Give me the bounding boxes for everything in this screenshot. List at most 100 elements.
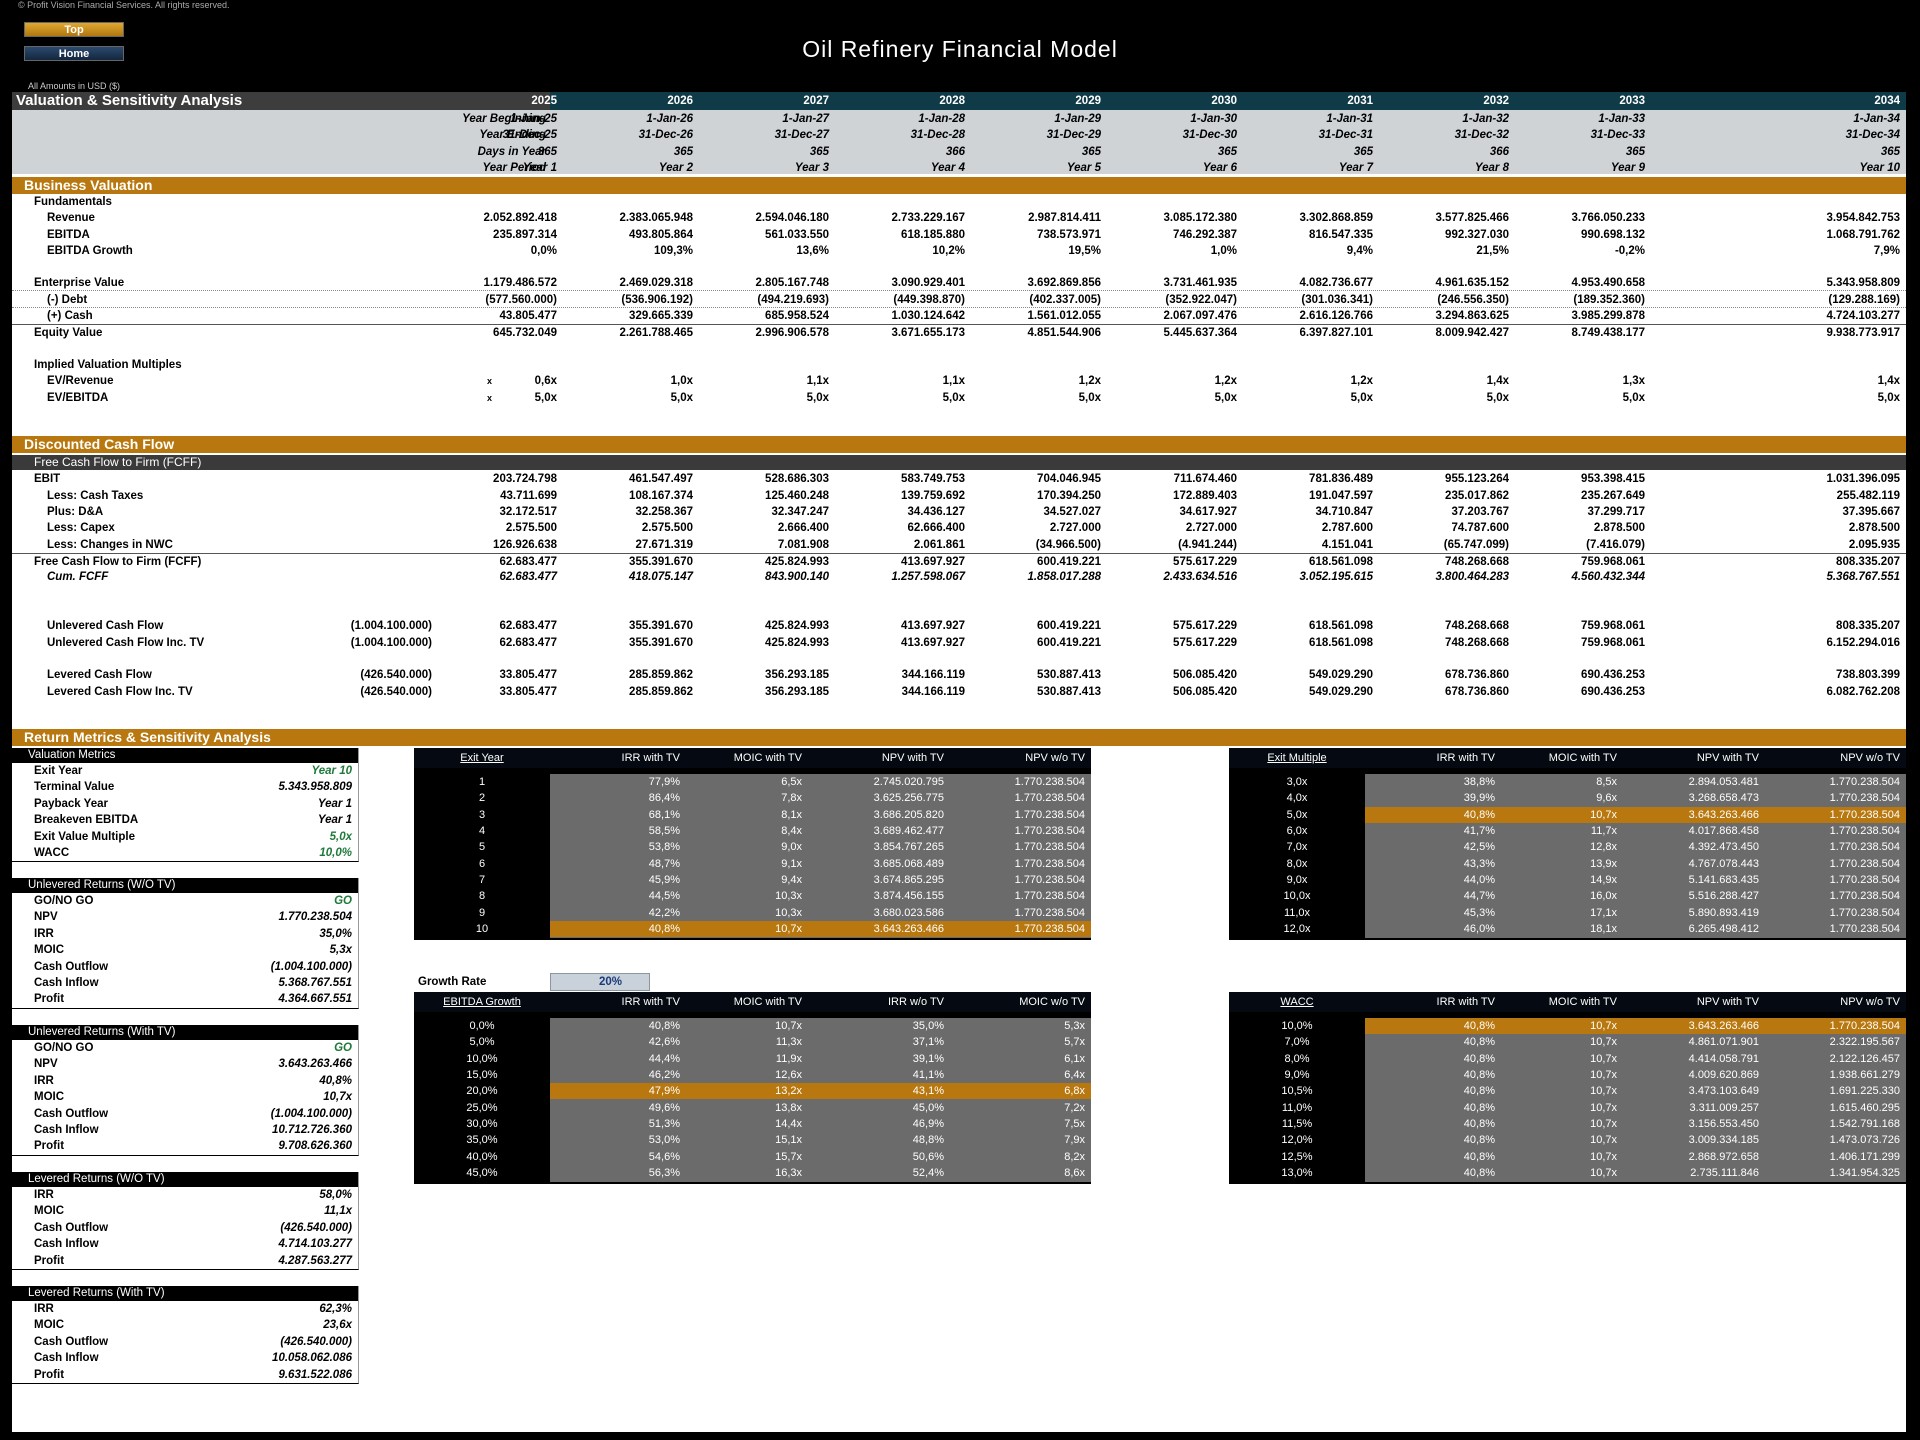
header-cell: 31-Dec-27 — [774, 129, 829, 142]
sensitivity-cell: 1.770.238.504 — [1014, 857, 1085, 870]
metrics-box: Levered Returns (With TV) IRR 62,3% MOIC 23,… — [12, 1286, 359, 1384]
value-cell: 575.617.229 — [1173, 620, 1237, 632]
value-cell: 808.335.207 — [1836, 556, 1900, 568]
header-cell: Year 3 — [794, 162, 829, 175]
value-cell: 4.560.432.344 — [1571, 571, 1645, 583]
value-cell: 1.561.012.055 — [1027, 310, 1101, 322]
year-cell: 2026 — [667, 95, 693, 107]
sensitivity-cell: 3.674.865.295 — [873, 874, 944, 887]
value-cell: 33.805.477 — [499, 669, 557, 681]
value-cell: 5,0x — [806, 391, 829, 404]
value-cell: 6.152.294.016 — [1826, 636, 1900, 649]
sensitivity-cell: 10,0x — [1283, 890, 1311, 903]
metric-row: Exit Year Year 10 — [12, 763, 358, 779]
initial-investment-cell: (426.540.000) — [360, 685, 432, 698]
row-label: Less: Changes in NWC — [47, 538, 173, 551]
highlight-row — [550, 1083, 1091, 1100]
metric-label: Cash Inflow — [34, 1352, 99, 1365]
year-cell: 2033 — [1619, 95, 1645, 107]
sensitivity-cell: 1.770.238.504 — [1014, 874, 1085, 887]
value-cell: 235.267.649 — [1581, 489, 1645, 502]
sensitivity-cell: 4,0x — [1286, 792, 1308, 805]
value-cell: 1.179.486.572 — [483, 277, 557, 289]
value-cell: 5,0x — [1486, 391, 1509, 404]
multiples-label: Implied Valuation Multiples — [12, 357, 1906, 373]
header-label: Year Ending — [479, 129, 546, 142]
metric-row: Cash Inflow 4.714.103.277 — [12, 1236, 358, 1252]
sensitivity-cell: 15,7x — [775, 1150, 802, 1163]
row-label: EV/EBITDA — [47, 391, 109, 404]
sensitivity-cell: 42,2% — [648, 906, 680, 919]
unlevered-cf-row: Unlevered Cash Flow (1.004.100.000) 62.683… — [12, 618, 1906, 634]
sensitivity-cell: 1.770.238.504 — [1014, 890, 1085, 903]
header-label: Days in Year — [477, 145, 546, 158]
value-cell: 1,0% — [1210, 245, 1237, 257]
header-cell: 1-Jan-34 — [1853, 113, 1900, 125]
value-cell: 528.686.303 — [765, 473, 829, 485]
value-cell: 125.460.248 — [765, 489, 829, 502]
header-label: Year Beginning — [462, 113, 546, 125]
value-cell: 3.085.172.380 — [1163, 212, 1237, 224]
metric-row: Cash Outflow (426.540.000) — [12, 1220, 358, 1236]
value-cell: 355.391.670 — [629, 636, 693, 649]
home-button[interactable]: Home — [24, 46, 124, 61]
metric-label: Exit Value Multiple — [34, 830, 135, 843]
initial-investment-cell: (1.004.100.000) — [350, 636, 432, 649]
levered-cf-tv-row: Levered Cash Flow Inc. TV (426.540.000) 33… — [12, 684, 1906, 700]
value-cell: 506.085.420 — [1173, 685, 1237, 698]
sensitivity-cell: 8,0x — [1286, 857, 1308, 870]
value-cell: 575.617.229 — [1173, 556, 1237, 568]
header-cell: 1-Jan-25 — [510, 113, 557, 125]
sensitivity-cell: 10 — [475, 923, 489, 936]
sensitivity-cell: 3.473.103.649 — [1688, 1085, 1759, 1098]
metric-value: (426.540.000) — [280, 1335, 352, 1348]
sensitivity-cell: 40,8% — [1463, 1085, 1495, 1098]
sensitivity-header: MOIC with TV — [1501, 748, 1623, 768]
initial-investment-cell: (1.004.100.000) — [350, 620, 432, 632]
value-cell: 4.724.103.277 — [1826, 310, 1900, 322]
value-cell: 413.697.927 — [901, 636, 965, 649]
value-cell: 5,0x — [1214, 391, 1237, 404]
sensitivity-cell: 40,8% — [1463, 808, 1495, 821]
sensitivity-cell: 6 — [478, 857, 486, 870]
sensitivity-cell: 1.406.171.299 — [1829, 1150, 1900, 1163]
sensitivity-cell: 6,5x — [781, 776, 802, 788]
sensitivity-cell: 39,1% — [912, 1052, 944, 1065]
sensitivity-cell: 1.938.661.279 — [1829, 1069, 1900, 1082]
sensitivity-header: IRR with TV — [1365, 748, 1501, 768]
header-cell: 1-Jan-33 — [1598, 113, 1645, 125]
nwc-row: Less: Changes in NWC 126.926.638 27.671.31… — [12, 537, 1906, 553]
levered-cf-row: Levered Cash Flow (426.540.000) 33.805.477… — [12, 667, 1906, 683]
sensitivity-cell: 48,8% — [912, 1134, 944, 1147]
row-label: Less: Capex — [47, 522, 115, 534]
value-cell: 2.878.500 — [1848, 522, 1900, 534]
sensitivity-cell: 41,7% — [1463, 825, 1495, 838]
year-cell: 2030 — [1211, 95, 1237, 107]
row-label: Free Cash Flow to Firm (FCFF) — [34, 556, 202, 568]
value-cell: 4.851.544.906 — [1027, 327, 1101, 339]
years-row: 2025 2026 2027 2028 2029 2030 2031 2032 2033 2034 — [12, 93, 1906, 109]
sensitivity-cell: 8,2x — [1064, 1150, 1085, 1163]
growth-rate-input[interactable]: 20% — [550, 973, 650, 991]
highlight-row — [1365, 806, 1906, 823]
year-cell: 2034 — [1874, 95, 1900, 107]
sensitivity-cell: 40,8% — [648, 1020, 680, 1032]
value-cell: -0,2% — [1614, 245, 1645, 257]
metric-label: MOIC — [34, 944, 65, 957]
value-cell: 2.733.229.167 — [891, 212, 965, 224]
header-cell: 1-Jan-26 — [646, 113, 693, 125]
sensitivity-cell: 10,7x — [775, 923, 802, 936]
dcf-header: Discounted Cash Flow — [12, 436, 1906, 453]
metric-row: Cash Outflow (426.540.000) — [12, 1334, 358, 1350]
metric-row: Cash Outflow (1.004.100.000) — [12, 1106, 358, 1122]
sensitivity-cell: 10,7x — [1590, 1150, 1617, 1163]
sensitivity-cell: 43,1% — [912, 1085, 944, 1098]
value-cell: 506.085.420 — [1173, 669, 1237, 681]
sensitivity-cell: 14,9x — [1590, 874, 1617, 887]
sensitivity-cell: 46,0% — [1463, 923, 1495, 936]
sensitivity-table-exit-multiple: Exit Multiple IRR with TV MOIC with TV NPV … — [1229, 748, 1906, 940]
top-button[interactable]: Top — [24, 22, 124, 37]
value-cell: 1,4x — [1486, 375, 1509, 387]
value-cell: 0,6x — [534, 375, 557, 387]
